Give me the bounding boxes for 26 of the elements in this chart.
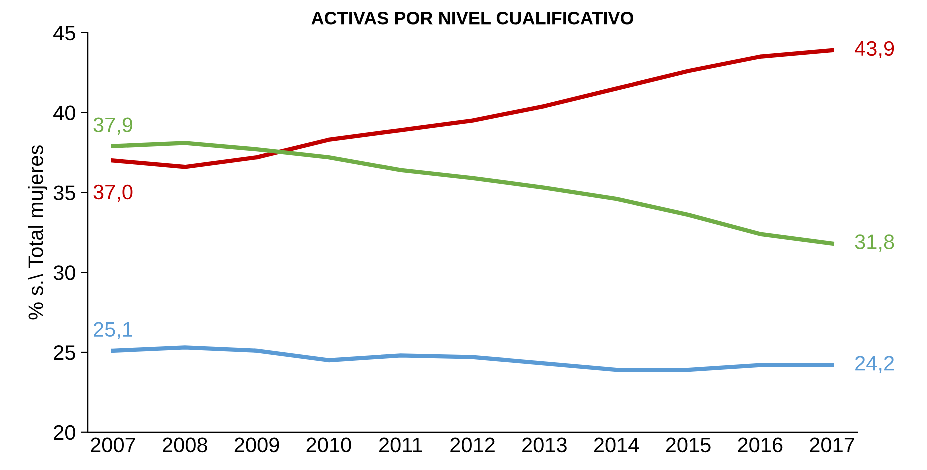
data-label: 37,0 [94,184,133,202]
x-tick-label: 2013 [522,438,567,453]
x-tick-label: 2015 [666,438,711,453]
data-label: 31,8 [855,234,894,252]
x-tick-label: 2011 [380,438,422,453]
y-tick-label: 25 [54,346,76,360]
x-tick-label: 2016 [738,438,783,453]
x-tick-label: 2017 [810,438,854,453]
data-label: 43,9 [855,41,894,59]
x-tick-label: 2008 [163,438,208,453]
data-label: 25,1 [94,322,132,340]
data-label: 37,9 [94,118,133,135]
y-tick-label: 35 [54,186,76,200]
y-tick-label: 30 [54,266,76,280]
chart-title: ACTIVAS POR NIVEL CUALIFICATIVO [312,12,634,25]
y-tick-label: 45 [54,26,76,41]
x-tick-label: 2014 [594,438,640,453]
y-tick-label: 20 [54,425,76,440]
x-tick-label: 2007 [91,438,136,453]
x-tick-label: 2012 [450,438,495,453]
x-tick-label: 2010 [306,438,352,453]
data-label: 24,2 [856,356,894,374]
x-tick-label: 2009 [234,438,280,453]
line-series [111,346,834,372]
y-tick-label: 40 [54,106,76,121]
y-axis-title: % s.\ Total mujeres [28,146,48,320]
